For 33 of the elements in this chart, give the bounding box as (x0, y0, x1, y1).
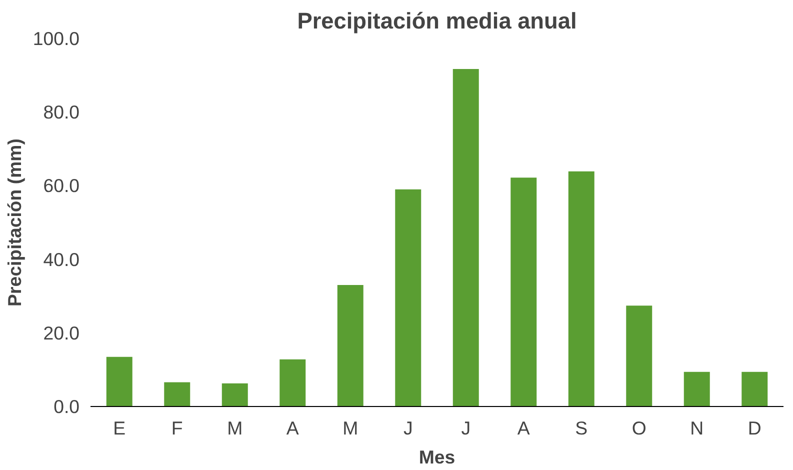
bar (626, 306, 652, 406)
x-tick-label: A (517, 418, 530, 438)
x-tick-label: J (461, 418, 471, 438)
bar (568, 171, 594, 406)
y-tick-label: 100.0 (32, 28, 80, 49)
x-tick-label: O (632, 418, 646, 438)
x-tick-label: M (227, 418, 243, 438)
bar (222, 383, 248, 406)
x-tick-label: F (171, 418, 183, 438)
y-tick-label: 40.0 (43, 248, 80, 270)
x-axis-title: Mes (418, 446, 456, 468)
bar (395, 189, 422, 406)
y-axis-title: Precipitación (mm) (4, 138, 25, 306)
x-tick-label: S (575, 418, 588, 438)
y-tick-label: 60.0 (43, 175, 80, 196)
y-tick-label: 20.0 (43, 322, 80, 344)
bar (684, 372, 710, 406)
chart-title: Precipitación media anual (297, 8, 577, 34)
x-tick-label: N (690, 418, 704, 438)
bar (510, 178, 537, 406)
x-tick-label: J (403, 418, 413, 438)
y-tick-label: 0.0 (54, 396, 80, 417)
bar (742, 372, 768, 406)
x-tick-label: A (286, 418, 300, 438)
bar (164, 382, 190, 406)
x-tick-label: D (748, 418, 762, 438)
y-tick-label: 80.0 (43, 102, 80, 123)
bar (106, 356, 132, 406)
x-tick-label: E (113, 418, 126, 438)
bar (337, 285, 364, 406)
bar (280, 359, 306, 406)
x-tick-label: M (342, 418, 358, 438)
bar (452, 69, 479, 406)
